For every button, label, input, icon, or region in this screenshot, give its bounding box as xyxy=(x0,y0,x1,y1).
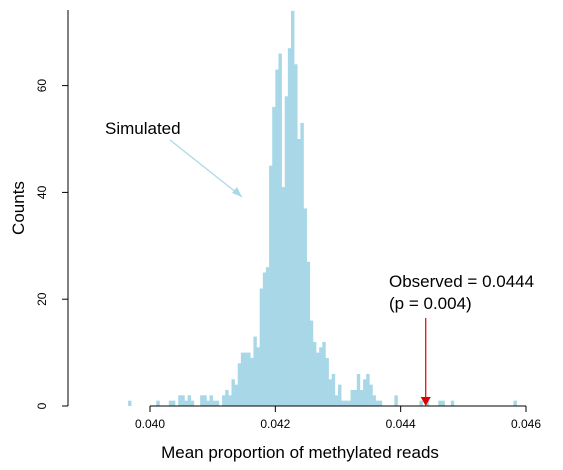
histogram-bar xyxy=(265,267,270,406)
histogram-bar xyxy=(171,400,176,406)
histogram-bar xyxy=(203,395,207,406)
histogram-bar xyxy=(256,347,260,406)
histogram-bar xyxy=(331,373,336,406)
x-tick-label: 0.046 xyxy=(511,417,541,431)
histogram-bar xyxy=(200,395,204,406)
histogram-bar xyxy=(322,341,326,406)
histogram-bar xyxy=(212,400,217,406)
histogram-bar xyxy=(168,400,173,406)
histogram-bar xyxy=(297,139,301,406)
histogram-bar xyxy=(366,373,370,406)
histogram-bar xyxy=(250,357,254,406)
histogram-bar xyxy=(259,288,264,406)
histogram-bar xyxy=(215,400,220,406)
histogram-bar xyxy=(253,336,257,406)
histogram-bar xyxy=(262,272,267,406)
simulated-arrow xyxy=(169,139,243,198)
histogram-bar xyxy=(319,347,323,406)
y-tick-label: 60 xyxy=(35,79,49,93)
observed-p-value: (p = 0.004) xyxy=(389,294,472,313)
histogram-bar xyxy=(294,64,298,407)
histogram-bar xyxy=(272,106,276,407)
histogram-bar xyxy=(350,389,354,406)
histogram-bar xyxy=(178,395,182,406)
histogram-bar xyxy=(347,400,351,406)
histogram-bar xyxy=(291,10,295,407)
x-tick-label: 0.042 xyxy=(260,417,290,431)
histogram-bar xyxy=(369,384,373,406)
x-tick-label: 0.040 xyxy=(135,417,165,431)
histogram-bar xyxy=(234,384,239,406)
simulated-label: Simulated xyxy=(105,119,181,138)
histogram-bar xyxy=(419,400,423,406)
histogram-bar xyxy=(356,373,361,406)
histogram-bar xyxy=(425,400,430,406)
histogram-bar xyxy=(222,395,226,406)
histogram-bar xyxy=(312,341,317,406)
histogram-bar xyxy=(363,379,367,406)
observed-label: Observed = 0.0444 xyxy=(389,272,534,291)
x-ticks: 0.040 0.042 0.044 0.046 xyxy=(135,406,541,431)
histogram-bar xyxy=(303,208,307,406)
histogram-bar xyxy=(441,400,445,406)
histogram-bar xyxy=(128,400,132,406)
histogram-bar xyxy=(513,400,517,406)
y-tick-label: 20 xyxy=(35,292,49,306)
histogram-bar xyxy=(438,400,442,406)
histogram-bar xyxy=(284,96,289,406)
histogram-bar xyxy=(156,400,160,406)
histogram-bar xyxy=(309,320,314,406)
histogram-bar xyxy=(225,389,229,406)
histogram-bar xyxy=(278,53,282,407)
histogram-bar xyxy=(338,384,342,406)
histogram-bar xyxy=(281,187,286,406)
histogram-bar xyxy=(359,389,364,406)
x-axis-label: Mean proportion of methylated reads xyxy=(161,443,439,462)
histogram-bar xyxy=(334,395,339,406)
histogram-bar xyxy=(244,352,248,406)
histogram-bar xyxy=(209,395,213,406)
histogram-bar xyxy=(375,400,380,406)
y-ticks: 0 20 40 60 xyxy=(35,79,68,409)
histogram-bar xyxy=(306,261,311,406)
histogram-bar xyxy=(328,379,333,406)
histogram-bar xyxy=(231,379,235,406)
histogram-bar xyxy=(394,395,398,406)
histogram-bar xyxy=(287,48,292,406)
histogram-bar xyxy=(300,122,304,406)
x-tick-label: 0.044 xyxy=(386,417,416,431)
simulated-arrowhead xyxy=(232,187,242,197)
histogram-bar xyxy=(187,395,192,406)
histogram-bar xyxy=(206,400,210,406)
histogram-bar xyxy=(184,400,188,406)
histogram-bar xyxy=(353,389,358,406)
histogram-bar xyxy=(190,400,195,406)
histogram-bars xyxy=(128,10,517,407)
y-tick-label: 40 xyxy=(35,185,49,199)
y-tick-label: 0 xyxy=(35,402,49,409)
histogram-bar xyxy=(247,352,251,406)
histogram-bar xyxy=(275,69,279,406)
histogram-bar xyxy=(372,395,376,406)
histogram-bar xyxy=(316,352,320,406)
histogram-bar xyxy=(228,395,232,406)
histogram-bar xyxy=(344,400,348,406)
histogram-bar xyxy=(181,395,185,406)
histogram-bar xyxy=(237,363,242,406)
y-axis-label: Counts xyxy=(9,181,28,235)
histogram-bar xyxy=(269,165,273,406)
histogram-bar xyxy=(450,400,455,406)
histogram-bar xyxy=(240,352,245,406)
observed-arrowhead xyxy=(420,397,431,406)
histogram-bar xyxy=(378,400,383,406)
histogram-bar xyxy=(325,357,329,406)
histogram-bar xyxy=(341,400,345,406)
